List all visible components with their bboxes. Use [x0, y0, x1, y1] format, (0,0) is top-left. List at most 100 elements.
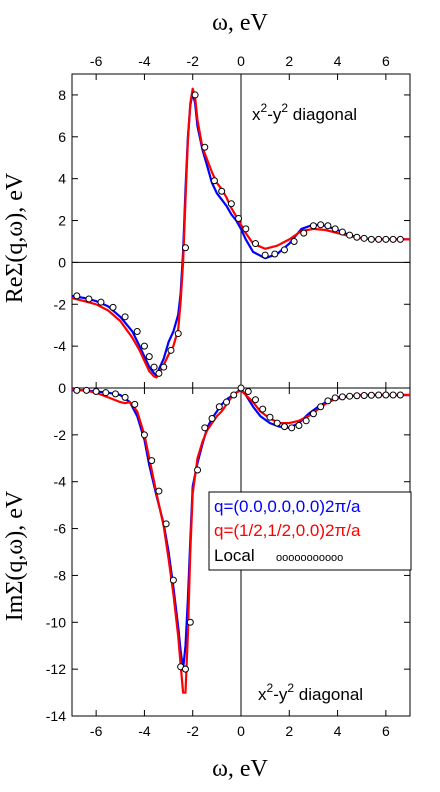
local-marker-point: [360, 234, 368, 242]
local-marker-point: [295, 421, 303, 429]
y-tick-label: -8: [54, 567, 67, 583]
legend-local-marker: ooooooooooo: [276, 552, 343, 564]
y-tick-label: -14: [46, 708, 66, 724]
local-marker-point: [346, 231, 354, 239]
local-marker-point: [302, 417, 310, 425]
y-tick-label: 0: [58, 380, 66, 396]
y-tick-label: -6: [54, 521, 67, 537]
local-marker-point: [155, 369, 163, 377]
local-marker-point: [259, 405, 267, 413]
local-marker-point: [360, 391, 368, 399]
local-marker-point: [102, 389, 110, 397]
local-marker-point: [309, 222, 317, 230]
y-tick-label: -4: [54, 338, 67, 354]
local-marker-point: [317, 221, 325, 229]
x-tick-label: -2: [186, 723, 199, 739]
local-marker-point: [145, 353, 153, 361]
x-tick-label-top: 2: [285, 53, 293, 69]
local-marker-point: [121, 393, 129, 401]
local-marker-point: [324, 222, 332, 230]
y-tick-label: -2: [54, 296, 67, 312]
local-marker-point: [389, 391, 397, 399]
x-tick-label: -4: [138, 723, 151, 739]
y-tick-label: 0: [58, 254, 66, 270]
local-marker-point: [353, 233, 361, 241]
local-marker-point: [235, 214, 243, 222]
y-tick-label: -10: [46, 614, 66, 630]
local-marker-point: [280, 246, 288, 254]
x-tick-label-top: 6: [382, 53, 390, 69]
local-marker-point: [251, 240, 259, 248]
local-marker-point: [174, 330, 182, 338]
local-marker-point: [261, 251, 269, 259]
local-marker-point: [111, 390, 119, 398]
local-marker-point: [271, 250, 279, 258]
local-marker-point: [148, 457, 156, 465]
local-marker-point: [92, 388, 100, 396]
local-marker-point: [186, 618, 194, 626]
legend-entry-q-m: q=(1/2,1/2,0.0)2π/a: [214, 521, 361, 540]
legend-entry-q-gamma: q=(0.0,0.0,0.0)2π/a: [214, 497, 361, 516]
local-marker-point: [223, 398, 231, 406]
panel-re-sigma: -4 -2 0 2 4 6 8 -6 -4 -2 0 2 4 6: [54, 53, 411, 389]
y-tick-label: 4: [58, 171, 66, 187]
local-marker-point: [382, 235, 390, 243]
local-marker-point: [140, 431, 148, 439]
bottom-panel-annotation: x2-y2 diagonal: [258, 681, 363, 704]
x-tick-label-top: -6: [90, 53, 103, 69]
panel-im-sigma: -14 -12 -10 -8 -6 -4 -2 0 -6 -4 -2 0 2 4 6: [46, 380, 411, 739]
local-marker-point: [389, 235, 397, 243]
local-marker-point: [375, 391, 383, 399]
y-tick-label: -4: [54, 474, 67, 490]
local-marker-point: [338, 228, 346, 236]
local-marker-point: [155, 487, 163, 495]
local-marker-point: [181, 665, 189, 673]
local-marker-point: [266, 413, 274, 421]
local-marker-point: [290, 237, 298, 245]
local-marker-point: [242, 225, 250, 233]
x-tick-label-top: -2: [186, 53, 199, 69]
local-marker-point: [191, 91, 199, 99]
legend: q=(0.0,0.0,0.0)2π/a q=(1/2,1/2,0.0)2π/a …: [208, 491, 412, 571]
im-sigma-axis-title: ImΣ(q,ω), eV: [2, 490, 28, 621]
local-marker-point: [300, 229, 308, 237]
local-marker-point: [162, 520, 170, 528]
local-marker-point: [208, 414, 216, 422]
local-marker-point: [131, 400, 139, 408]
y-tick-label: -2: [54, 427, 67, 443]
local-marker-point: [109, 303, 117, 311]
re-sigma-axis-title: ReΣ(q,ω), eV: [2, 172, 28, 303]
y-tick-label: 2: [58, 213, 66, 229]
local-marker-point: [375, 235, 383, 243]
local-marker-point: [150, 363, 158, 371]
local-marker-point: [309, 410, 317, 418]
local-marker-point: [201, 143, 209, 151]
local-marker-point: [367, 391, 375, 399]
local-marker-point: [215, 403, 223, 411]
local-marker-point: [133, 327, 141, 335]
legend-entry-local: Local: [214, 546, 255, 565]
top-x-axis-title: ω, eV: [212, 10, 268, 36]
local-marker-point: [317, 403, 325, 411]
local-marker-point: [82, 386, 90, 394]
local-marker-point: [280, 423, 288, 431]
y-tick-label: -12: [46, 661, 66, 677]
local-marker-point: [140, 342, 148, 350]
local-marker-point: [97, 298, 105, 306]
local-marker-point: [324, 397, 332, 405]
x-tick-label: 2: [285, 723, 293, 739]
local-marker-point: [201, 424, 209, 432]
x-tick-label-top: 0: [237, 53, 245, 69]
x-tick-label: 4: [334, 723, 342, 739]
local-marker-point: [218, 187, 226, 195]
local-marker-point: [194, 466, 202, 474]
local-marker-point: [227, 200, 235, 208]
local-marker-point: [288, 424, 296, 432]
legend-box: [208, 491, 412, 571]
local-marker-point: [346, 392, 354, 400]
bottom-x-axis-title: ω, eV: [212, 756, 268, 782]
local-marker-point: [73, 386, 81, 394]
local-marker-point: [367, 235, 375, 243]
x-tick-label: -6: [90, 723, 103, 739]
local-marker-point: [181, 244, 189, 252]
